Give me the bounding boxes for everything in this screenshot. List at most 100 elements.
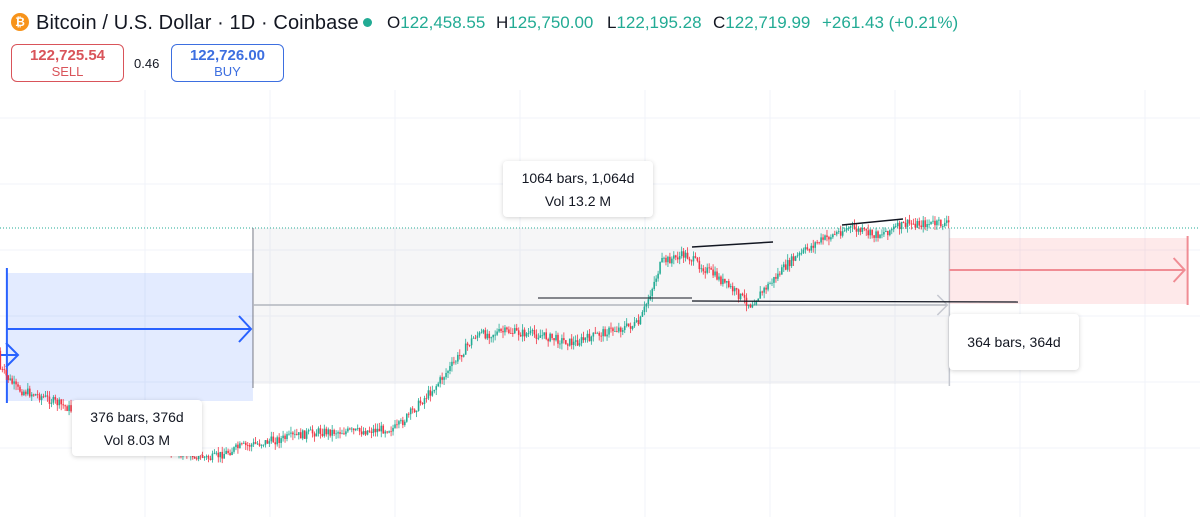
candle-body xyxy=(50,402,53,404)
candle-body xyxy=(398,421,400,425)
candle-body xyxy=(476,335,479,338)
candle-body xyxy=(839,231,842,236)
buy-button[interactable]: 122,726.00 BUY xyxy=(171,44,284,82)
candle-body xyxy=(572,341,575,346)
candle-body xyxy=(690,260,693,262)
candle-body xyxy=(56,399,59,406)
candle-body xyxy=(806,247,809,250)
candle-body xyxy=(537,337,540,339)
candle-body xyxy=(653,281,655,289)
sell-label: SELL xyxy=(51,64,84,79)
candle-body xyxy=(873,235,875,238)
candle-body xyxy=(513,328,516,334)
candle-body xyxy=(529,330,532,334)
candle-body xyxy=(751,304,754,308)
candle-body xyxy=(812,245,815,248)
candle-body xyxy=(541,335,544,337)
candle-body xyxy=(294,433,296,435)
candle-body xyxy=(437,383,440,387)
candle-body xyxy=(290,432,292,434)
candle-body xyxy=(655,278,657,282)
bitcoin-icon: ₿ xyxy=(11,13,29,31)
candle-body xyxy=(496,331,498,335)
candle-body xyxy=(54,397,57,400)
candle-body xyxy=(912,223,915,225)
candle-body xyxy=(441,377,443,380)
candle-body xyxy=(837,231,840,233)
candle-body xyxy=(42,396,45,398)
candle-body xyxy=(843,230,846,232)
candle-body xyxy=(688,258,691,261)
candle-body xyxy=(241,443,243,445)
market-status-icon xyxy=(363,18,372,27)
candle-body xyxy=(822,237,824,240)
range-1-volume: Vol 8.03 M xyxy=(103,432,171,448)
candle-body xyxy=(726,281,728,283)
candle-body xyxy=(602,329,604,337)
candle-body xyxy=(892,226,895,230)
candle-body xyxy=(702,268,705,272)
candle-body xyxy=(598,332,601,336)
candle-body xyxy=(610,327,612,329)
candle-body xyxy=(637,320,640,325)
candle-body xyxy=(506,327,508,330)
candle-body xyxy=(510,333,512,334)
range-1-tooltip: 376 bars, 376d Vol 8.03 M xyxy=(72,400,202,456)
candle-body xyxy=(698,260,701,270)
candle-body xyxy=(319,428,322,434)
ohlc-close: C122,719.99 xyxy=(713,13,811,32)
candle-body xyxy=(407,413,410,415)
sell-button[interactable]: 122,725.54 SELL xyxy=(11,44,124,82)
candle-body xyxy=(651,288,654,297)
candle-body xyxy=(339,432,341,434)
candle-body xyxy=(576,340,579,346)
candle-body xyxy=(612,328,614,332)
candle-body xyxy=(535,334,538,339)
candle-body xyxy=(887,230,889,236)
candle-body xyxy=(802,249,805,253)
candle-body xyxy=(368,430,371,432)
candle-body xyxy=(435,386,438,390)
candle-body xyxy=(356,428,359,429)
candle-body xyxy=(460,355,463,357)
candle-body xyxy=(594,332,597,334)
candle-body xyxy=(305,431,308,439)
candle-body xyxy=(924,220,926,228)
candle-body xyxy=(370,431,373,433)
buy-label: BUY xyxy=(214,64,241,79)
range-2-bars: 1064 bars, 1,064d xyxy=(521,170,635,186)
candle-body xyxy=(800,252,803,254)
candle-body xyxy=(411,408,414,410)
candle-body xyxy=(425,398,428,400)
candle-body xyxy=(205,455,208,457)
candle-body xyxy=(818,242,820,244)
candle-body xyxy=(262,444,265,446)
candle-body xyxy=(820,237,822,243)
date-range-zones xyxy=(0,228,1189,403)
candle-body xyxy=(647,299,650,305)
candle-body xyxy=(209,458,212,460)
candle-body xyxy=(943,222,946,227)
symbol-title[interactable]: Bitcoin / U.S. Dollar · 1D · Coinbase xyxy=(36,12,359,34)
candle-body xyxy=(930,221,932,224)
candle-body xyxy=(733,288,736,292)
candle-body xyxy=(814,242,816,248)
candle-body xyxy=(749,304,752,308)
candle-body xyxy=(423,398,426,405)
candle-body xyxy=(722,278,724,285)
candle-body xyxy=(743,294,746,298)
candle-body xyxy=(354,428,357,431)
candle-body xyxy=(635,320,638,323)
candle-body xyxy=(362,431,365,435)
candle-body xyxy=(790,256,793,267)
candle-body xyxy=(280,438,282,444)
candle-body xyxy=(508,329,510,334)
candle-body xyxy=(427,390,430,399)
candle-body xyxy=(643,306,646,313)
candle-body xyxy=(343,433,345,435)
candle-body xyxy=(429,390,432,396)
candle-body xyxy=(847,227,850,229)
candle-body xyxy=(455,361,457,363)
candle-body xyxy=(233,447,235,452)
candle-body xyxy=(682,251,685,258)
